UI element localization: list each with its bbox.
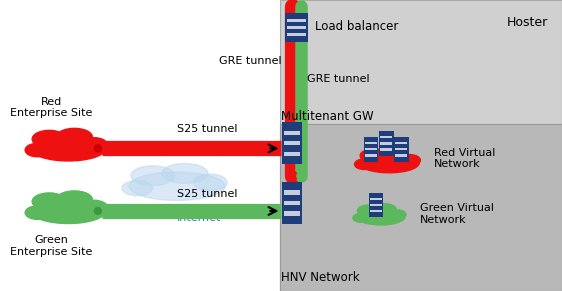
Ellipse shape — [356, 209, 405, 225]
Bar — [369, 193, 383, 217]
Text: Load balancer: Load balancer — [315, 20, 399, 33]
Ellipse shape — [131, 166, 175, 185]
Text: GRE tunnel: GRE tunnel — [307, 74, 370, 84]
Ellipse shape — [81, 200, 107, 215]
Bar — [282, 122, 302, 164]
Ellipse shape — [359, 153, 419, 173]
Text: Hoster: Hoster — [507, 16, 548, 29]
Bar — [395, 148, 407, 150]
Ellipse shape — [81, 138, 107, 152]
Bar — [284, 131, 301, 135]
Ellipse shape — [122, 180, 153, 196]
Text: Green
Enterprise Site: Green Enterprise Site — [10, 235, 93, 257]
Ellipse shape — [357, 205, 379, 217]
Bar — [370, 198, 382, 200]
Ellipse shape — [297, 172, 305, 180]
Ellipse shape — [94, 207, 101, 214]
Ellipse shape — [25, 143, 49, 157]
Bar — [285, 13, 308, 42]
Bar — [284, 201, 301, 205]
Ellipse shape — [32, 193, 66, 210]
Bar — [370, 204, 382, 206]
Bar — [380, 142, 392, 145]
Ellipse shape — [400, 155, 420, 166]
Text: HNV Network: HNV Network — [282, 272, 360, 284]
Ellipse shape — [31, 198, 106, 223]
Bar — [284, 141, 301, 146]
Ellipse shape — [379, 147, 409, 161]
Ellipse shape — [129, 172, 225, 200]
Ellipse shape — [355, 159, 374, 169]
Ellipse shape — [32, 130, 66, 148]
Bar — [282, 182, 302, 224]
Bar — [365, 142, 377, 144]
Text: S25 tunnel: S25 tunnel — [177, 189, 238, 198]
Ellipse shape — [373, 204, 396, 215]
Bar — [370, 210, 382, 212]
Text: GRE tunnel: GRE tunnel — [219, 56, 282, 66]
Bar — [287, 33, 306, 36]
Bar — [380, 136, 392, 138]
Bar — [280, 124, 562, 291]
Text: Red
Enterprise Site: Red Enterprise Site — [10, 97, 93, 118]
Ellipse shape — [94, 145, 101, 152]
Text: Multitenant GW: Multitenant GW — [282, 111, 374, 123]
Bar — [379, 131, 393, 156]
Text: Internet: Internet — [177, 213, 221, 223]
Ellipse shape — [194, 174, 227, 191]
Ellipse shape — [56, 128, 92, 146]
Bar — [284, 152, 301, 156]
Bar — [280, 0, 562, 291]
Bar — [284, 211, 301, 216]
Ellipse shape — [353, 214, 369, 222]
Ellipse shape — [360, 149, 387, 162]
Bar — [365, 154, 377, 157]
Bar — [287, 19, 306, 22]
Bar — [287, 26, 306, 29]
Text: Red Virtual
Network: Red Virtual Network — [434, 148, 495, 169]
Ellipse shape — [287, 171, 297, 181]
Ellipse shape — [56, 191, 92, 208]
Bar — [365, 148, 377, 150]
Bar — [395, 142, 407, 144]
Ellipse shape — [389, 210, 406, 219]
Text: S25 tunnel: S25 tunnel — [177, 125, 238, 134]
Bar — [394, 137, 409, 162]
Ellipse shape — [162, 164, 208, 183]
Ellipse shape — [31, 136, 106, 161]
Bar — [284, 190, 301, 194]
Text: Green Virtual
Network: Green Virtual Network — [420, 203, 494, 225]
Bar — [364, 137, 378, 162]
Ellipse shape — [25, 206, 49, 219]
Bar — [395, 154, 407, 157]
Bar — [380, 148, 392, 151]
